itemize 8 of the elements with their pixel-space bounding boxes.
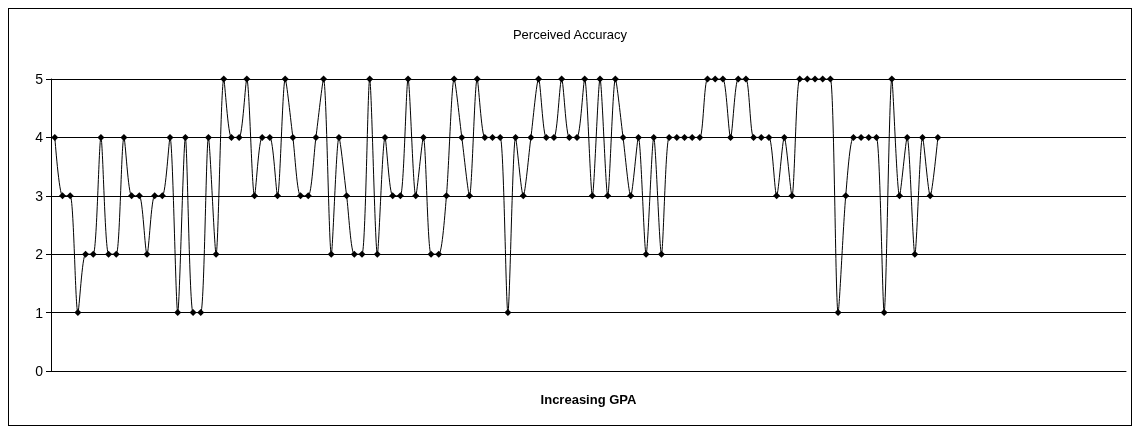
y-tick-label: 0	[35, 363, 44, 379]
y-tick-label: 5	[35, 71, 44, 87]
x-axis-title: Increasing GPA	[540, 392, 638, 407]
y-tick-label: 4	[35, 129, 44, 146]
chart-title: Perceived Accuracy	[512, 27, 628, 42]
y-tick-label: 2	[35, 246, 44, 263]
y-tick-label: 3	[35, 187, 44, 204]
y-tick-label: 1	[35, 304, 44, 321]
